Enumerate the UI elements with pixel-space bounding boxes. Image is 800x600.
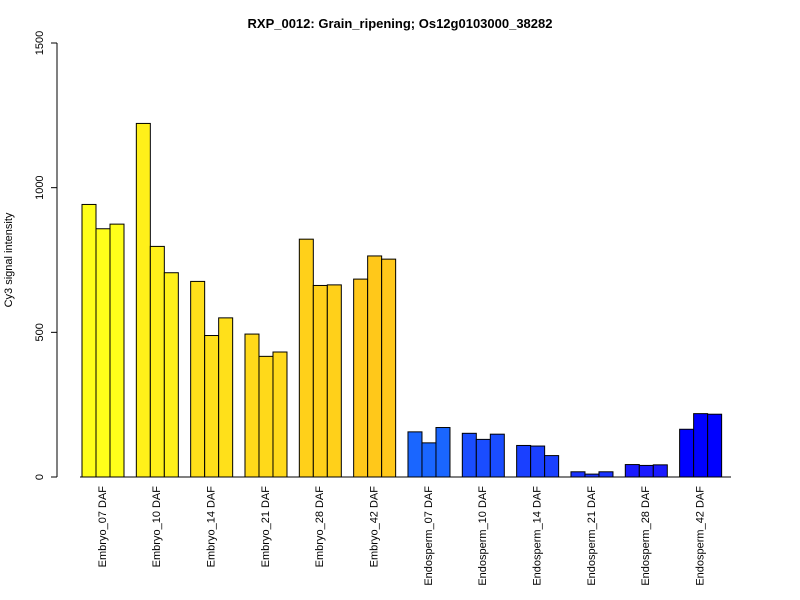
category-label: Embryo_10 DAF (151, 486, 163, 568)
bar (218, 317, 234, 478)
bar (367, 255, 383, 478)
bar (135, 122, 151, 478)
bar (163, 272, 179, 478)
bar (584, 473, 600, 478)
y-tick-label: 0 (34, 474, 46, 480)
bar (421, 442, 437, 478)
category-label: Endosperm_28 DAF (640, 486, 652, 586)
y-tick-label: 500 (34, 323, 46, 341)
category-label: Embryo_42 DAF (369, 486, 381, 568)
bar (638, 464, 654, 478)
bar (204, 335, 220, 478)
bar (81, 203, 97, 478)
bar (353, 278, 369, 478)
category-label: Endosperm_07 DAF (423, 486, 435, 586)
bar (707, 413, 723, 478)
category-label: Endosperm_10 DAF (477, 486, 489, 586)
bar (598, 471, 614, 478)
bar (475, 438, 491, 478)
bar (435, 427, 451, 478)
category-labels: Embryo_07 DAF Embryo_10 DAF Embryo_14 DAF E… (97, 486, 707, 586)
bar (244, 333, 260, 478)
bar (407, 431, 423, 478)
bar (149, 245, 165, 478)
bar (652, 464, 668, 478)
category-label: Endosperm_42 DAF (695, 486, 707, 586)
chart-title: RXP_0012: Grain_ripening; Os12g0103000_3… (248, 16, 553, 31)
bar (679, 428, 695, 478)
y-axis-label: Cy3 signal intensity (3, 212, 15, 307)
bar (570, 471, 586, 478)
bar (461, 432, 477, 478)
bar (298, 238, 314, 478)
bar (258, 355, 274, 478)
bar (544, 455, 560, 478)
bar (326, 284, 342, 478)
y-tick-label: 1500 (34, 31, 46, 55)
bar (272, 351, 288, 478)
category-label: Endosperm_21 DAF (586, 486, 598, 586)
bar (489, 433, 505, 478)
bar (109, 223, 125, 478)
category-label: Embryo_28 DAF (314, 486, 326, 568)
bar (530, 445, 546, 478)
bar (381, 258, 397, 478)
bar (190, 280, 206, 478)
bar (624, 464, 640, 478)
y-axis: 0 500 1000 1500 (34, 31, 58, 480)
bar (312, 284, 328, 478)
category-label: Embryo_21 DAF (260, 486, 272, 568)
bar (693, 413, 709, 478)
category-label: Embryo_07 DAF (97, 486, 109, 568)
category-label: Endosperm_14 DAF (532, 486, 544, 586)
bar (516, 444, 532, 478)
bar (95, 228, 111, 478)
bars (81, 122, 723, 478)
category-label: Embryo_14 DAF (206, 486, 218, 568)
y-tick-label: 1000 (34, 175, 46, 199)
